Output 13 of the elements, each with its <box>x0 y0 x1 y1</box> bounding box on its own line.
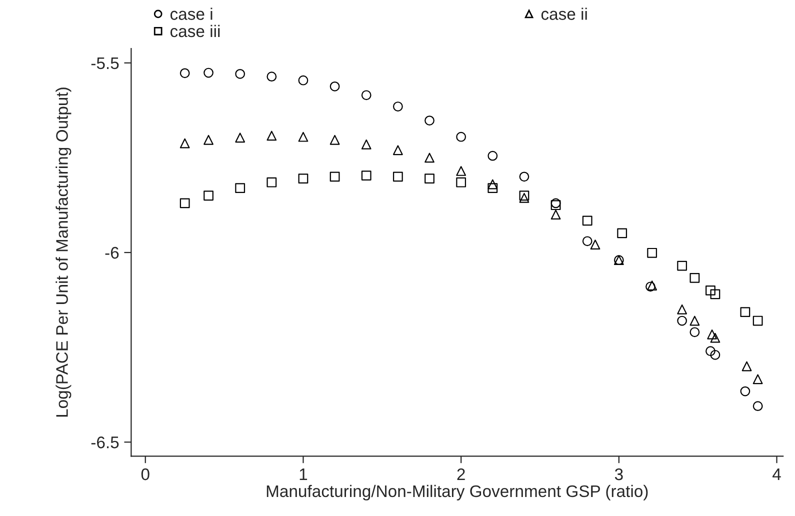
y-tick-label: -5.5 <box>91 57 119 70</box>
y-tick-label: -6.5 <box>91 436 119 448</box>
x-tick-label: 3 <box>614 468 623 480</box>
legend-label: case ii <box>541 8 587 20</box>
x-tick-label: 4 <box>772 468 781 480</box>
x-tick-label: 0 <box>141 468 150 480</box>
x-tick-label: 2 <box>457 468 465 480</box>
x-axis-title: Manufacturing/Non-Military Government GSP (ratio) <box>266 484 648 500</box>
x-tick-label: 1 <box>300 468 308 480</box>
legend-label: case i <box>170 8 212 20</box>
legend-label: case iii <box>170 24 220 38</box>
y-tick-label: -6 <box>105 246 119 259</box>
y-axis-title: Log(PACE Per Unit of Manufacturing Output) <box>56 88 72 417</box>
